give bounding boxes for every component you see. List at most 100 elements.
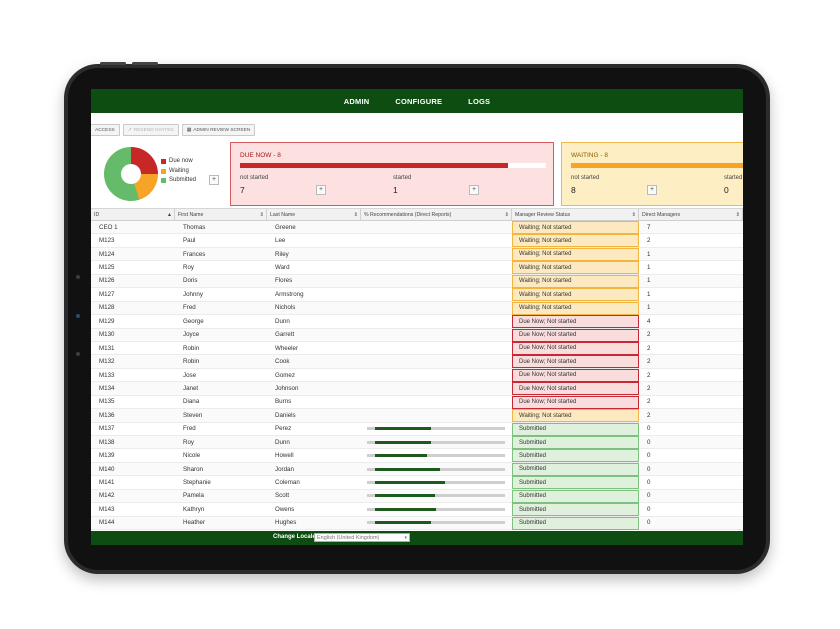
cell-review-status[interactable]: Waiting; Not started (512, 301, 639, 315)
cell-review-status[interactable]: Waiting; Not started (512, 247, 639, 261)
table-row[interactable]: M130 Joyce Garrett Due Now; Not started 2 (91, 328, 743, 342)
col-last-name-header[interactable]: Last Name ⇕ (267, 209, 361, 220)
nav-logs[interactable]: LOGS (468, 96, 491, 106)
access-button[interactable]: ACCESS (91, 124, 120, 136)
nav-admin[interactable]: ADMIN (343, 96, 370, 106)
cell-review-status[interactable]: Submitted (512, 489, 639, 503)
admin-review-screen-button[interactable]: ▦ ADMIN REVIEW SCREEN (181, 124, 256, 136)
table-row[interactable]: M138 Roy Dunn Submitted 0 (91, 436, 743, 450)
col-header-label: Last Name (270, 211, 296, 218)
cell-recommendations (361, 396, 512, 408)
app-screen: ADMIN CONFIGURE LOGS ACCESS ➚ RESEND INVI… (91, 89, 743, 545)
cell-direct-managers: 1 (647, 250, 651, 258)
cell-recommendations (361, 288, 512, 300)
table-row[interactable]: M129 George Dunn Due Now; Not started 4 (91, 315, 743, 329)
col-id-header[interactable]: ID ▲ (91, 209, 175, 220)
cell-review-status[interactable]: Waiting; Not started (512, 261, 639, 275)
recommendation-progress-bar (367, 427, 505, 431)
table-row[interactable]: M125 Roy Ward Waiting; Not started 1 (91, 261, 743, 275)
cell-review-status[interactable]: Waiting; Not started (512, 234, 639, 248)
cell-review-status[interactable]: Due Now; Not started (512, 341, 639, 355)
cell-review-status[interactable]: Due Now; Not started (512, 395, 639, 409)
table-row[interactable]: M123 Paul Lee Waiting; Not started 2 (91, 234, 743, 248)
table-row[interactable]: M136 Steven Daniels Waiting; Not started 2 (91, 409, 743, 423)
cell-direct-managers: 0 (647, 492, 651, 500)
table-row[interactable]: M128 Fred Nichols Waiting; Not started 1 (91, 301, 743, 316)
locale-select[interactable]: English (United Kingdom) ▾ (314, 533, 410, 542)
table-row[interactable]: M124 Frances Riley Waiting; Not started 1 (91, 247, 743, 262)
table-row[interactable]: M135 Diana Burns Due Now; Not started 2 (91, 395, 743, 410)
col-header-label: % Recommendations (Direct Reports) (364, 211, 452, 218)
cell-review-status[interactable]: Waiting; Not started (512, 274, 639, 288)
cell-recommendations (361, 369, 512, 381)
cell-id: M123 (99, 237, 115, 245)
cell-last-name: Cook (275, 358, 290, 366)
cell-review-status[interactable]: Due Now; Not started (512, 328, 639, 342)
plus-icon: + (471, 186, 477, 193)
col-review-status-header[interactable]: Manager Review Status ⇕ (512, 209, 639, 220)
cell-first-name: Jose (183, 371, 197, 379)
cell-first-name: Fred (183, 425, 196, 433)
cell-review-status[interactable]: Submitted (512, 476, 639, 490)
cell-last-name: Armstrong (275, 290, 304, 298)
cell-review-status[interactable]: Submitted (512, 516, 639, 530)
cell-review-status[interactable]: Due Now; Not started (512, 368, 639, 382)
table-row[interactable]: M132 Robin Cook Due Now; Not started 2 (91, 355, 743, 369)
cell-first-name: Diana (183, 398, 200, 406)
table-row[interactable]: M143 Kathryn Owens Submitted 0 (91, 503, 743, 517)
table-row[interactable]: M140 Sharon Jordan Submitted 0 (91, 462, 743, 477)
cell-review-status[interactable]: Waiting; Not started (512, 221, 639, 234)
resend-invites-button[interactable]: ➚ RESEND INVITES (122, 124, 179, 136)
cell-review-status[interactable]: Submitted (512, 449, 639, 463)
cell-direct-managers: 2 (647, 371, 651, 379)
cell-recommendations (361, 409, 512, 421)
table-row[interactable]: M131 Robin Wheeler Due Now; Not started 2 (91, 341, 743, 356)
nav-configure[interactable]: CONFIGURE (395, 96, 443, 106)
cell-review-status[interactable]: Waiting; Not started (512, 288, 639, 302)
table-row[interactable]: M133 Jose Gomez Due Now; Not started 2 (91, 368, 743, 383)
cell-review-status[interactable]: Due Now; Not started (512, 355, 639, 369)
table-row[interactable]: M137 Fred Perez Submitted 0 (91, 422, 743, 436)
cell-first-name: Janet (183, 384, 199, 392)
waiting-not-started-expand-button[interactable]: + (647, 185, 657, 195)
cell-recommendations (361, 302, 512, 314)
pie-expand-button[interactable]: + (209, 175, 219, 185)
cell-review-status[interactable]: Due Now; Not started (512, 382, 639, 396)
table-row[interactable]: M142 Pamela Scott Submitted 0 (91, 489, 743, 504)
cell-review-status[interactable]: Submitted (512, 422, 639, 436)
col-recommendations-header[interactable]: % Recommendations (Direct Reports) ⇕ (361, 209, 512, 220)
cell-last-name: Ward (275, 264, 290, 272)
table-row[interactable]: M127 Johnny Armstrong Waiting; Not started 1 (91, 288, 743, 302)
table-row[interactable]: M126 Doris Flores Waiting; Not started 1 (91, 274, 743, 289)
cell-review-status[interactable]: Submitted (512, 503, 639, 517)
table-row[interactable]: M141 Stephanie Coleman Submitted 0 (91, 476, 743, 490)
table-row[interactable]: CEO 1 Thomas Greene Waiting; Not started 7 (91, 221, 743, 235)
due-started-count: 1 (393, 185, 398, 195)
recommendation-progress-fill (375, 427, 431, 431)
cell-id: M130 (99, 331, 115, 339)
cell-review-status[interactable]: Due Now; Not started (512, 315, 639, 329)
cell-review-status[interactable]: Submitted (512, 462, 639, 476)
col-direct-managers-header[interactable]: Direct Managers ⇕ (639, 209, 743, 220)
cell-recommendations (361, 248, 512, 260)
cell-id: M129 (99, 317, 115, 325)
col-header-label: First Name (178, 211, 204, 218)
due-now-card: DUE NOW - 8 not started started 7 1 + + (230, 142, 554, 206)
cell-last-name: Lee (275, 237, 286, 245)
cell-last-name: Owens (275, 505, 295, 513)
sort-icon: ⇕ (504, 211, 509, 218)
cell-recommendations (361, 490, 512, 502)
cell-review-status[interactable]: Waiting; Not started (512, 409, 639, 423)
col-first-name-header[interactable]: First Name ⇕ (175, 209, 267, 220)
cell-direct-managers: 0 (647, 452, 651, 460)
table-row[interactable]: M139 Nicole Howell Submitted 0 (91, 449, 743, 463)
table-row[interactable]: M134 Janet Johnson Due Now; Not started 2 (91, 382, 743, 396)
cell-id: M132 (99, 358, 115, 366)
due-started-expand-button[interactable]: + (469, 185, 479, 195)
due-not-started-expand-button[interactable]: + (316, 185, 326, 195)
legend-label: Due now (169, 158, 193, 164)
cell-first-name: Stephanie (183, 479, 211, 487)
table-row[interactable]: M144 Heather Hughes Submitted 0 (91, 516, 743, 531)
cell-id: M131 (99, 344, 115, 352)
cell-review-status[interactable]: Submitted (512, 436, 639, 449)
